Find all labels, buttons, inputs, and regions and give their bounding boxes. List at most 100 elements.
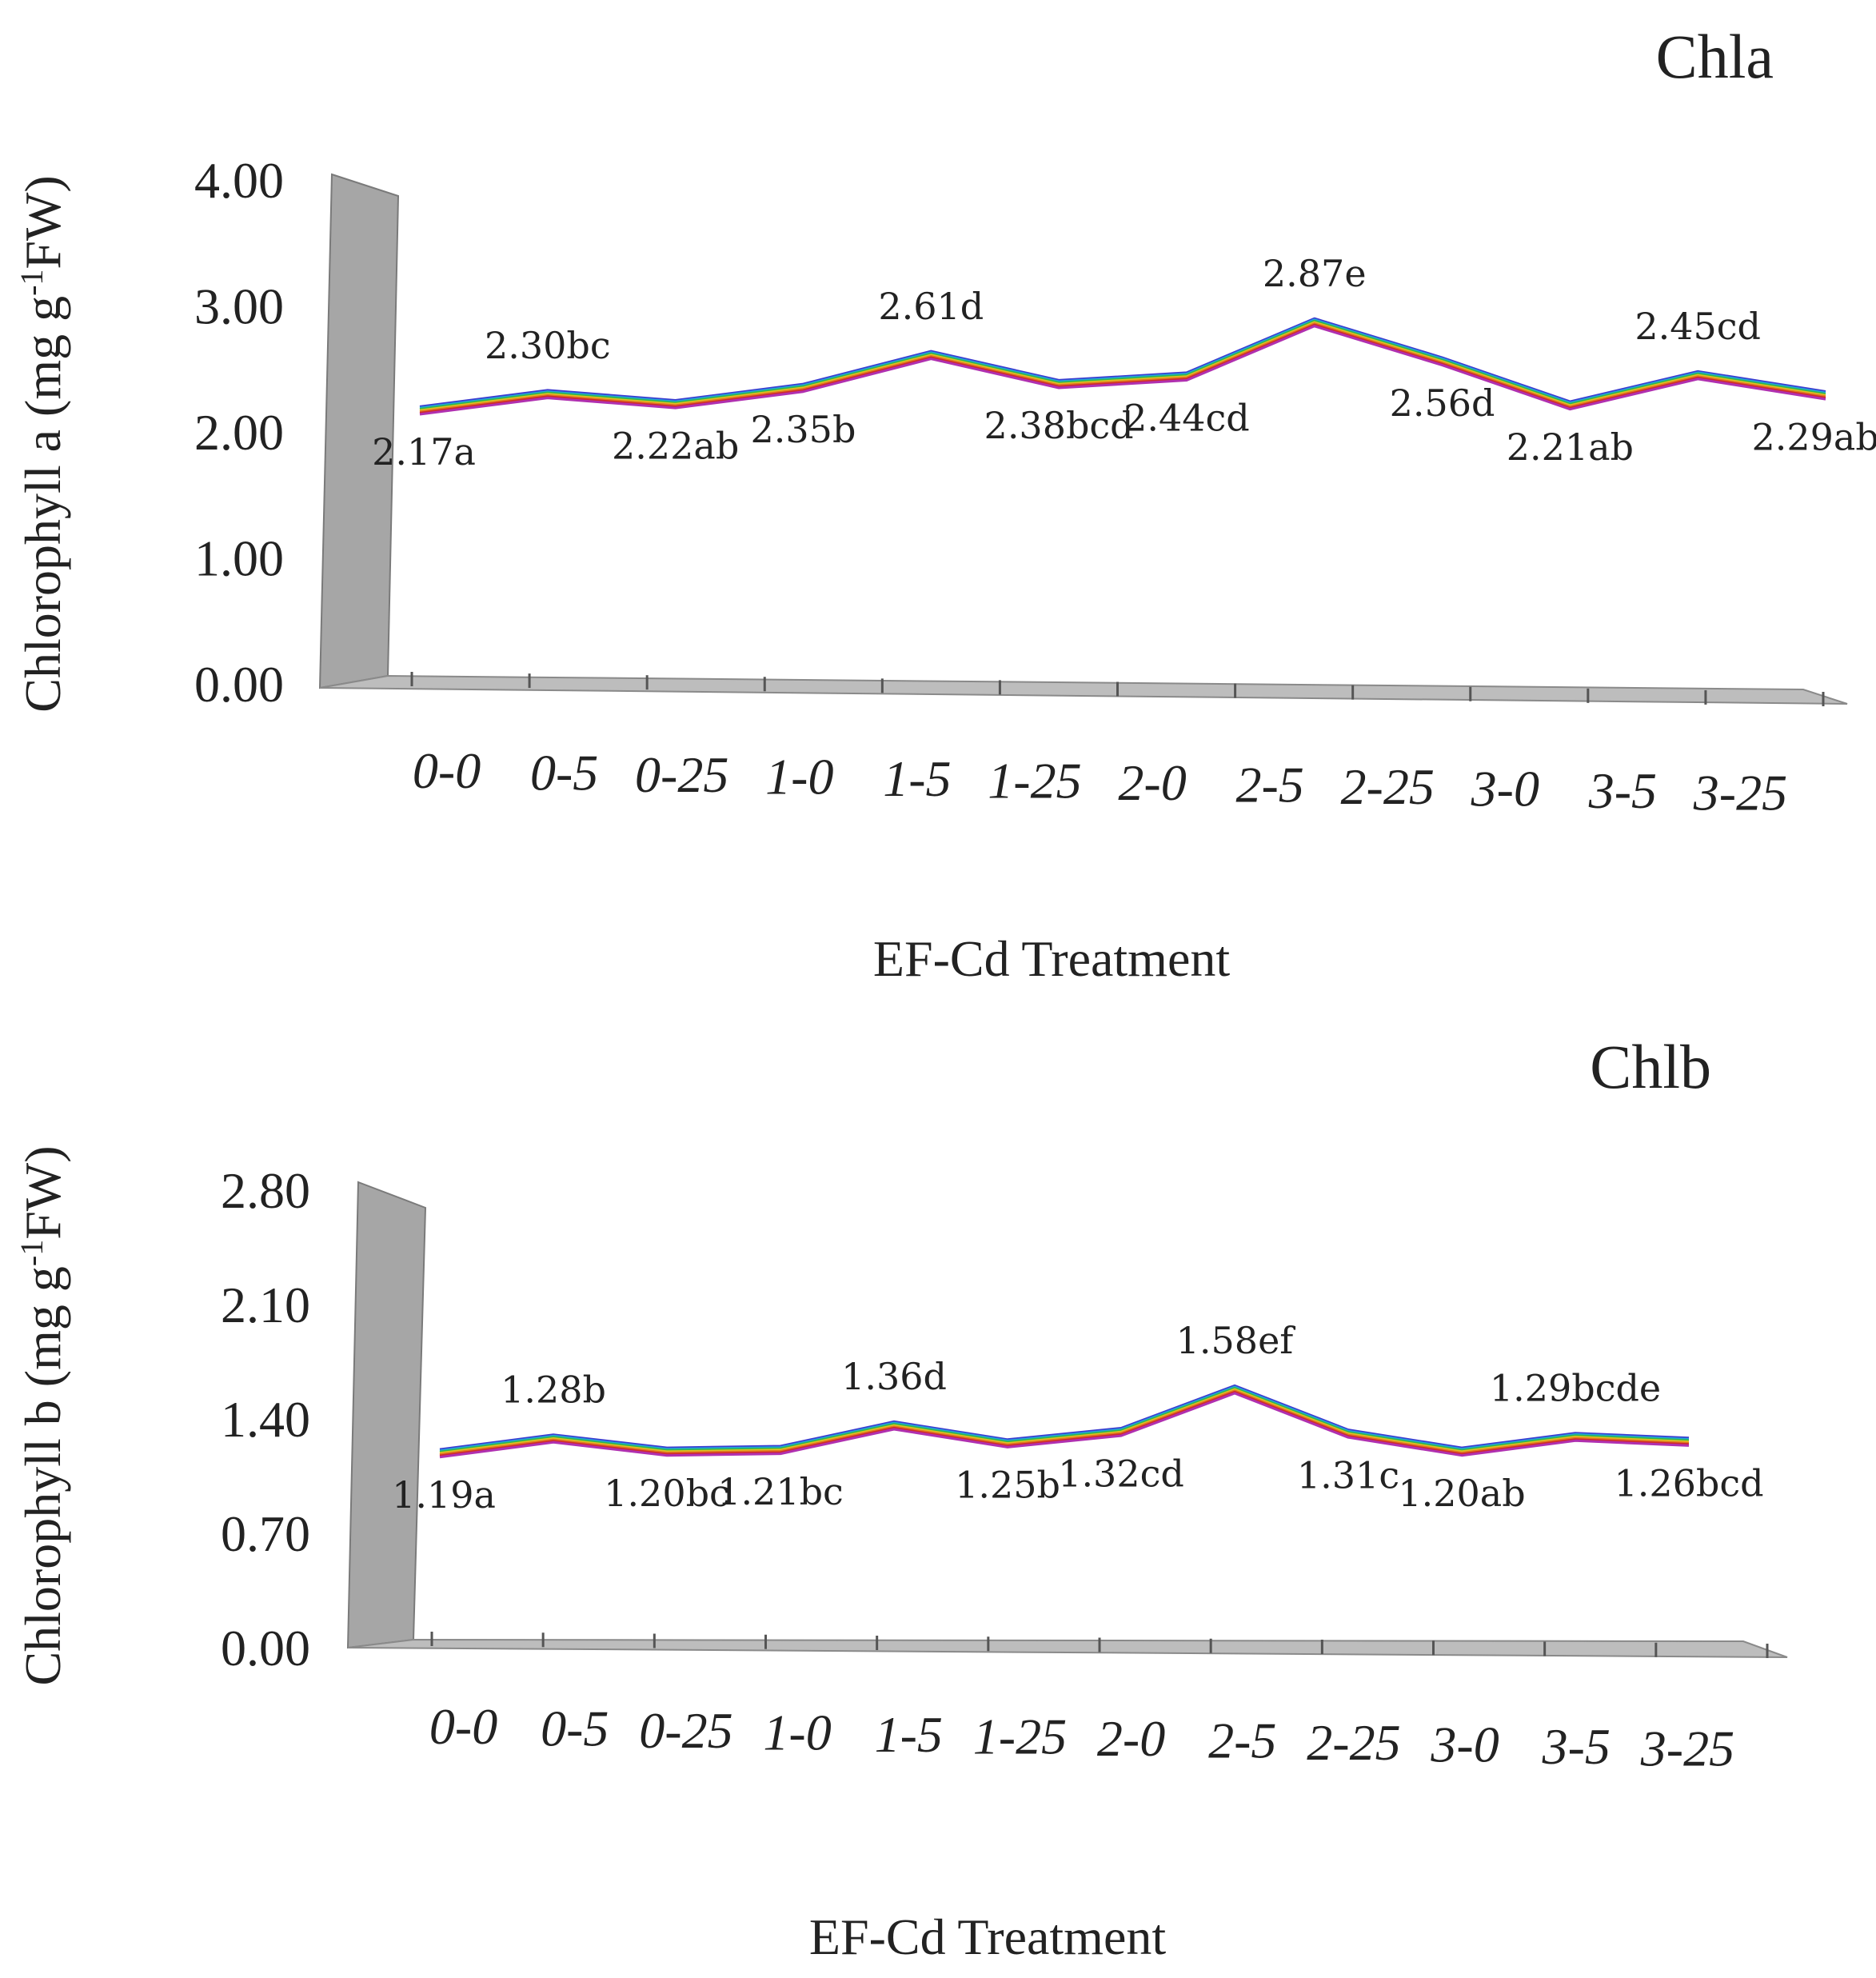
y-axis-label-sup: -1 xyxy=(14,270,50,296)
series-line-band xyxy=(419,323,1826,414)
y-tick-label: 4.00 xyxy=(194,152,284,209)
series-line-band xyxy=(419,317,1826,408)
x-category-label: 3-25 xyxy=(1640,1720,1734,1777)
chart-title: Chlb xyxy=(1590,1032,1711,1101)
data-labels: 2.17a 2.30bc 2.22ab 2.35b 2.61d 2.38bcd2.44cd… xyxy=(372,252,1876,474)
y-tick-label: 3.00 xyxy=(194,278,284,335)
x-category-label: 0-5 xyxy=(541,1700,609,1757)
series-line-band xyxy=(439,1388,1690,1455)
series-line-band xyxy=(419,321,1826,412)
series-line-band xyxy=(419,325,1826,416)
svg-text:Chlorophyll b (mg g-1FW): Chlorophyll b (mg g-1FW) xyxy=(14,1145,71,1685)
y-ticks: 0.00 0.70 1.40 2.10 2.80 xyxy=(221,1162,310,1676)
x-ticks xyxy=(430,1632,1769,1658)
x-category-label: 2-25 xyxy=(1341,758,1435,815)
data-label: 2.29abc xyxy=(1751,415,1876,458)
y-axis-label: Chlorophyll b (mg g-1FW) xyxy=(14,1145,71,1685)
wall xyxy=(346,1181,427,1649)
x-category-label: 3-5 xyxy=(1542,1718,1611,1775)
data-label: 2.21ab xyxy=(1507,426,1634,469)
x-category-label: 0-0 xyxy=(413,742,481,799)
data-label: 1.26bcd xyxy=(1614,1462,1763,1505)
y-axis-label-tail: FW) xyxy=(14,175,71,269)
x-category-label: 1-5 xyxy=(875,1706,943,1763)
svg-text:Chlorophyll a (mg g-1FW): Chlorophyll a (mg g-1FW) xyxy=(14,175,71,712)
data-label: 1.32cd xyxy=(1058,1452,1184,1495)
data-label: 2.87e xyxy=(1263,252,1367,295)
x-category-label: 3-5 xyxy=(1588,762,1657,819)
x-category-label: 1-25 xyxy=(973,1708,1067,1765)
y-tick-label: 1.00 xyxy=(194,530,284,587)
series-line-band xyxy=(439,1390,1690,1457)
y-tick-label: 1.40 xyxy=(221,1391,310,1448)
data-label: 2.17a xyxy=(372,430,476,474)
data-label: 1.28b xyxy=(501,1369,606,1412)
y-axis-label-main: Chlorophyll a (mg g xyxy=(14,296,71,713)
y-tick-label: 0.70 xyxy=(221,1505,310,1562)
series-line-band xyxy=(439,1389,1690,1456)
y-tick-label: 0.00 xyxy=(194,656,284,713)
x-categories: 0-0 0-5 0-25 1-0 1-5 1-25 2-0 2-5 2-25 3-0 3-5 3-25 xyxy=(429,1698,1734,1777)
x-category-label: 0-0 xyxy=(429,1698,497,1755)
series-line-band xyxy=(439,1392,1690,1459)
x-category-label: 3-25 xyxy=(1693,765,1787,821)
x-categories: 0-0 0-5 0-25 1-0 1-5 1-25 2-0 2-5 2-25 3-0 3-5 3-25 xyxy=(413,742,1787,821)
data-label: 2.30bc xyxy=(485,324,611,367)
data-label: 1.21bc xyxy=(717,1470,844,1513)
data-label: 1.31c xyxy=(1297,1453,1399,1496)
y-tick-label: 2.80 xyxy=(221,1162,310,1219)
floor xyxy=(319,674,1848,705)
data-label: 1.19a xyxy=(392,1473,496,1516)
y-tick-label: 0.00 xyxy=(221,1620,310,1676)
y-axis-label-tail: FW) xyxy=(14,1145,71,1239)
data-label: 2.44cd xyxy=(1124,397,1250,440)
data-label: 2.45cd xyxy=(1635,305,1761,348)
x-category-label: 2-5 xyxy=(1235,757,1303,813)
data-label: 2.22ab xyxy=(612,424,739,467)
y-tick-label: 2.10 xyxy=(221,1277,310,1333)
data-label: 1.36d xyxy=(841,1355,947,1398)
data-label: 1.20ab xyxy=(1398,1472,1525,1515)
x-category-label: 2-5 xyxy=(1208,1712,1276,1769)
data-label: 1.25b xyxy=(955,1464,1060,1507)
y-ticks: 0.00 1.00 2.00 3.00 4.00 xyxy=(194,152,284,713)
x-category-label: 1-5 xyxy=(883,750,951,807)
x-category-label: 1-0 xyxy=(765,749,833,805)
x-category-label: 2-0 xyxy=(1097,1710,1165,1767)
data-label: 2.61d xyxy=(878,285,984,328)
chla-chart: Chla Chlorophyll a (mg g-1FW) 0.00 1.00 2.… xyxy=(14,22,1876,987)
data-label: 1.20bc xyxy=(604,1472,730,1515)
x-axis-label: EF-Cd Treatment xyxy=(809,1908,1166,1965)
series-line-band xyxy=(419,319,1826,411)
x-category-label: 0-5 xyxy=(530,745,598,801)
x-ticks xyxy=(410,672,1825,706)
y-axis-label-sup: -1 xyxy=(14,1240,50,1266)
series-line-band xyxy=(439,1385,1690,1453)
series-line-band xyxy=(439,1387,1690,1453)
floor xyxy=(347,1638,1788,1658)
x-category-label: 1-0 xyxy=(763,1704,831,1761)
series-line-band xyxy=(419,318,1826,410)
x-axis-label: EF-Cd Treatment xyxy=(873,930,1230,987)
data-label: 1.29bcde xyxy=(1490,1366,1661,1409)
x-category-label: 0-25 xyxy=(639,1702,732,1759)
x-category-label: 0-25 xyxy=(635,746,728,803)
chlb-chart: Chlb Chlorophyll b (mg g-1FW) 0.00 0.70 1.… xyxy=(14,1032,1788,1965)
x-category-label: 2-0 xyxy=(1118,754,1186,811)
x-category-label: 1-25 xyxy=(988,753,1081,809)
y-axis-label-main: Chlorophyll b (mg g xyxy=(14,1266,71,1685)
x-category-label: 2-25 xyxy=(1307,1714,1400,1771)
series xyxy=(439,1384,1690,1459)
chart-title: Chla xyxy=(1656,22,1774,91)
series-line-band xyxy=(419,322,1826,414)
data-label: 2.35b xyxy=(751,408,856,451)
x-category-label: 3-0 xyxy=(1430,1716,1499,1773)
y-tick-label: 2.00 xyxy=(194,404,284,461)
series xyxy=(419,317,1826,416)
y-axis-label: Chlorophyll a (mg g-1FW) xyxy=(14,175,71,712)
data-label: 2.56d xyxy=(1390,382,1495,425)
data-label: 2.38bcd xyxy=(984,404,1134,447)
series-line-band xyxy=(439,1384,1690,1451)
